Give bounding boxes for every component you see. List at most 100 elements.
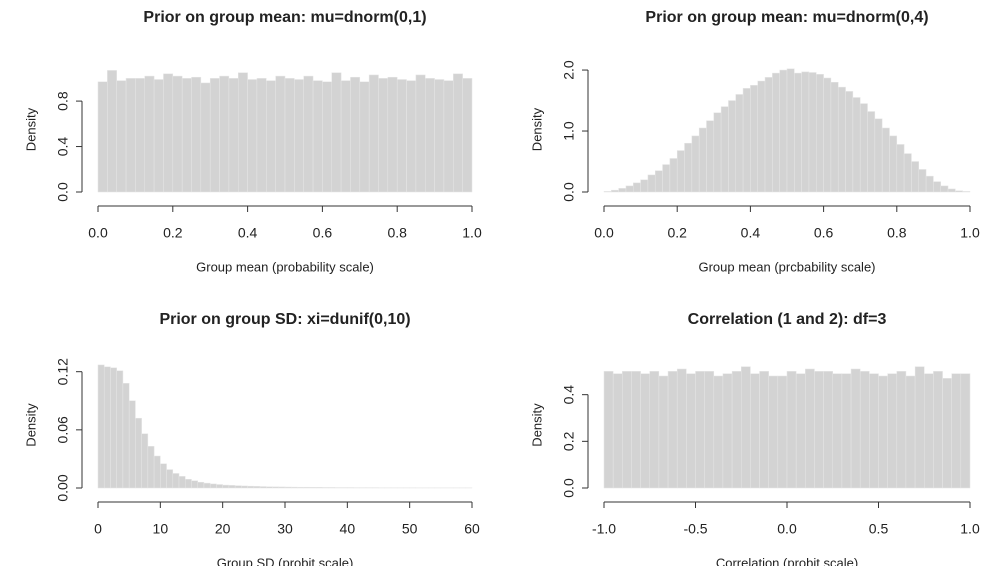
- y-tick-label: 1.0: [561, 121, 577, 141]
- bar: [914, 366, 925, 489]
- bar: [462, 78, 473, 193]
- bar: [328, 487, 336, 489]
- bar: [603, 191, 612, 193]
- x-tick-label: 1.0: [462, 225, 482, 241]
- x-tick-label: -1.0: [592, 521, 616, 537]
- y-tick-label: 0.00: [55, 474, 71, 501]
- bar: [742, 88, 751, 193]
- bar: [896, 371, 907, 489]
- bar: [649, 371, 660, 489]
- bar: [309, 487, 317, 489]
- bar: [933, 371, 943, 489]
- bar: [191, 76, 202, 193]
- x-tick-label: -0.5: [683, 521, 707, 537]
- bar: [695, 371, 705, 489]
- bar: [658, 375, 669, 489]
- bar: [453, 73, 463, 193]
- bar: [603, 371, 614, 489]
- y-axis-label: Density: [529, 403, 544, 447]
- bar: [97, 81, 108, 193]
- bar: [676, 150, 685, 193]
- bar: [706, 120, 715, 193]
- bar: [933, 181, 941, 193]
- bar: [166, 469, 174, 489]
- bar: [253, 486, 261, 489]
- bar: [631, 371, 641, 489]
- bar: [878, 375, 888, 489]
- x-tick-label: 20: [215, 521, 231, 537]
- y-tick-label: 0.4: [55, 137, 71, 157]
- bar: [315, 487, 323, 489]
- bar: [303, 75, 314, 193]
- bar: [684, 142, 693, 193]
- bar: [720, 106, 729, 193]
- bar: [144, 75, 155, 193]
- bar: [200, 82, 211, 193]
- chart-title: Prior on group mean: mu=dnorm(0,1): [143, 9, 426, 26]
- bar: [387, 76, 398, 193]
- bar: [135, 78, 145, 193]
- bar: [331, 72, 342, 193]
- bar: [669, 158, 678, 193]
- y-tick-label: 0.06: [55, 416, 71, 443]
- bar: [284, 486, 292, 489]
- bar: [322, 81, 332, 193]
- bar: [172, 75, 183, 193]
- bar: [125, 78, 136, 193]
- bar: [275, 75, 286, 193]
- bar: [889, 135, 898, 193]
- x-tick-label: 0.8: [887, 225, 907, 241]
- bar: [415, 74, 426, 193]
- bar: [396, 79, 407, 193]
- y-tick-label: 0.2: [561, 431, 577, 451]
- bar: [859, 371, 870, 489]
- bar: [698, 127, 707, 193]
- bar: [272, 486, 280, 489]
- bar: [772, 72, 780, 193]
- bar: [713, 375, 724, 489]
- bar: [955, 190, 963, 193]
- bar: [141, 433, 149, 489]
- bar: [122, 383, 130, 489]
- bar: [735, 94, 744, 193]
- y-tick-label: 2.0: [561, 60, 577, 80]
- bar: [633, 182, 641, 193]
- bar: [160, 463, 167, 489]
- bar: [290, 486, 298, 489]
- bar: [962, 191, 971, 193]
- bar: [219, 75, 230, 193]
- x-tick-label: 0.0: [88, 225, 108, 241]
- bar: [794, 72, 802, 193]
- bar: [918, 169, 927, 193]
- x-tick-label: 0.4: [741, 225, 761, 241]
- bar: [942, 378, 952, 489]
- bar: [750, 373, 760, 489]
- bar: [135, 417, 142, 489]
- bar: [764, 77, 773, 193]
- bar: [662, 164, 671, 193]
- bar: [266, 486, 273, 489]
- bar: [852, 97, 861, 193]
- bar: [676, 368, 687, 489]
- y-tick-label: 0.4: [561, 385, 577, 405]
- bar: [97, 364, 105, 489]
- bar: [618, 188, 627, 193]
- bar: [228, 485, 236, 489]
- bar: [107, 70, 117, 193]
- bar: [153, 455, 161, 489]
- bar: [704, 371, 715, 489]
- bar: [850, 368, 861, 489]
- x-tick-label: 0.6: [313, 225, 333, 241]
- bar: [163, 73, 174, 193]
- bar: [297, 486, 304, 489]
- bar: [947, 188, 956, 193]
- chart-title: Prior on group mean: mu=dnorm(0,4): [645, 9, 928, 26]
- bar: [786, 371, 797, 489]
- bar: [203, 482, 211, 489]
- bar: [116, 370, 124, 489]
- bar: [103, 366, 111, 489]
- bar: [640, 179, 649, 193]
- bar: [443, 80, 454, 193]
- bar: [241, 485, 248, 489]
